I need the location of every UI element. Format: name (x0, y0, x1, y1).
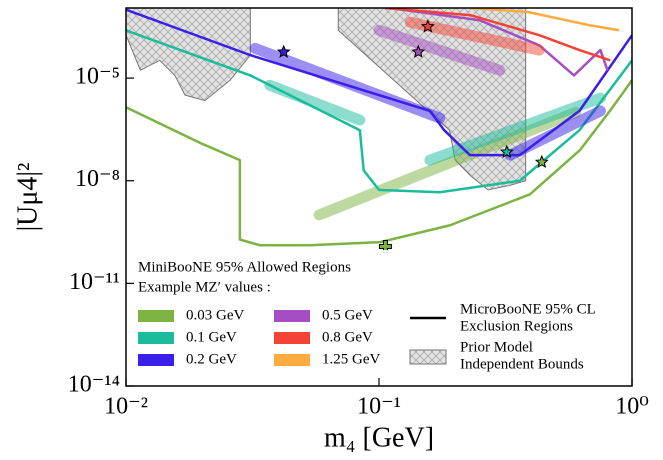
legend-label: 0.1 GeV (186, 329, 237, 345)
y-tick-label: 10⁻¹¹ (69, 269, 120, 295)
legend: MiniBooNE 95% Allowed Regions Example MZ… (130, 250, 628, 382)
allowed-region (504, 105, 606, 161)
legend-swatch (274, 310, 310, 322)
legend-bounds-label: Prior Model (460, 339, 533, 355)
benchmark-point (534, 154, 549, 169)
legend-swatch (138, 354, 174, 366)
exclusion-line (470, 8, 620, 32)
allowed-region (264, 79, 366, 126)
legend-box (130, 250, 628, 382)
x-axis-label: m₄ [GeV] (324, 422, 434, 453)
legend-label: 0.03 GeV (186, 307, 244, 323)
benchmark-point (411, 44, 426, 58)
legend-label: 0.5 GeV (322, 307, 373, 323)
legend-exclusion-label: MicroBooNE 95% CL (460, 301, 596, 317)
exclusion-line (126, 29, 632, 194)
y-axis-label: |Uμ4|² (12, 163, 43, 232)
legend-bounds-swatch (409, 349, 447, 365)
legend-swatch (138, 310, 174, 322)
exclusion-line (126, 8, 632, 157)
legend-swatch (138, 332, 174, 344)
allowed-region (249, 42, 446, 124)
exclusion-line (385, 8, 611, 62)
legend-label: 0.8 GeV (322, 329, 373, 345)
prior-bound-region (126, 8, 251, 102)
plot-area (126, 8, 632, 253)
legend-label: 0.2 GeV (186, 351, 237, 367)
exclusion-line (126, 79, 632, 247)
legend-bounds-label: Independent Bounds (460, 356, 584, 372)
y-tick-label: 10⁻¹⁴ (68, 372, 120, 398)
y-tick-label: 10⁻⁸ (75, 166, 120, 192)
legend-exclusion-label: Exclusion Regions (460, 318, 573, 334)
x-tick-label: 10⁻² (104, 394, 148, 420)
legend-swatch (274, 332, 310, 344)
exclusion-line (389, 8, 609, 77)
y-tick-label: 10⁻⁵ (75, 64, 120, 90)
x-tick-label: 10⁰ (615, 394, 649, 420)
legend-title: MiniBooNE 95% Allowed Regions (138, 259, 351, 275)
benchmark-point (276, 44, 291, 58)
legend-subtitle: Example MZ′ values : (138, 279, 271, 295)
legend-label: 1.25 GeV (322, 351, 380, 367)
allowed-region (313, 106, 582, 221)
x-tick-label: 10⁻¹ (357, 394, 401, 420)
legend-swatch (274, 354, 310, 366)
allowed-region (373, 24, 506, 76)
benchmark-point (420, 19, 435, 33)
benchmark-point (499, 144, 514, 158)
allowed-region (424, 92, 606, 166)
